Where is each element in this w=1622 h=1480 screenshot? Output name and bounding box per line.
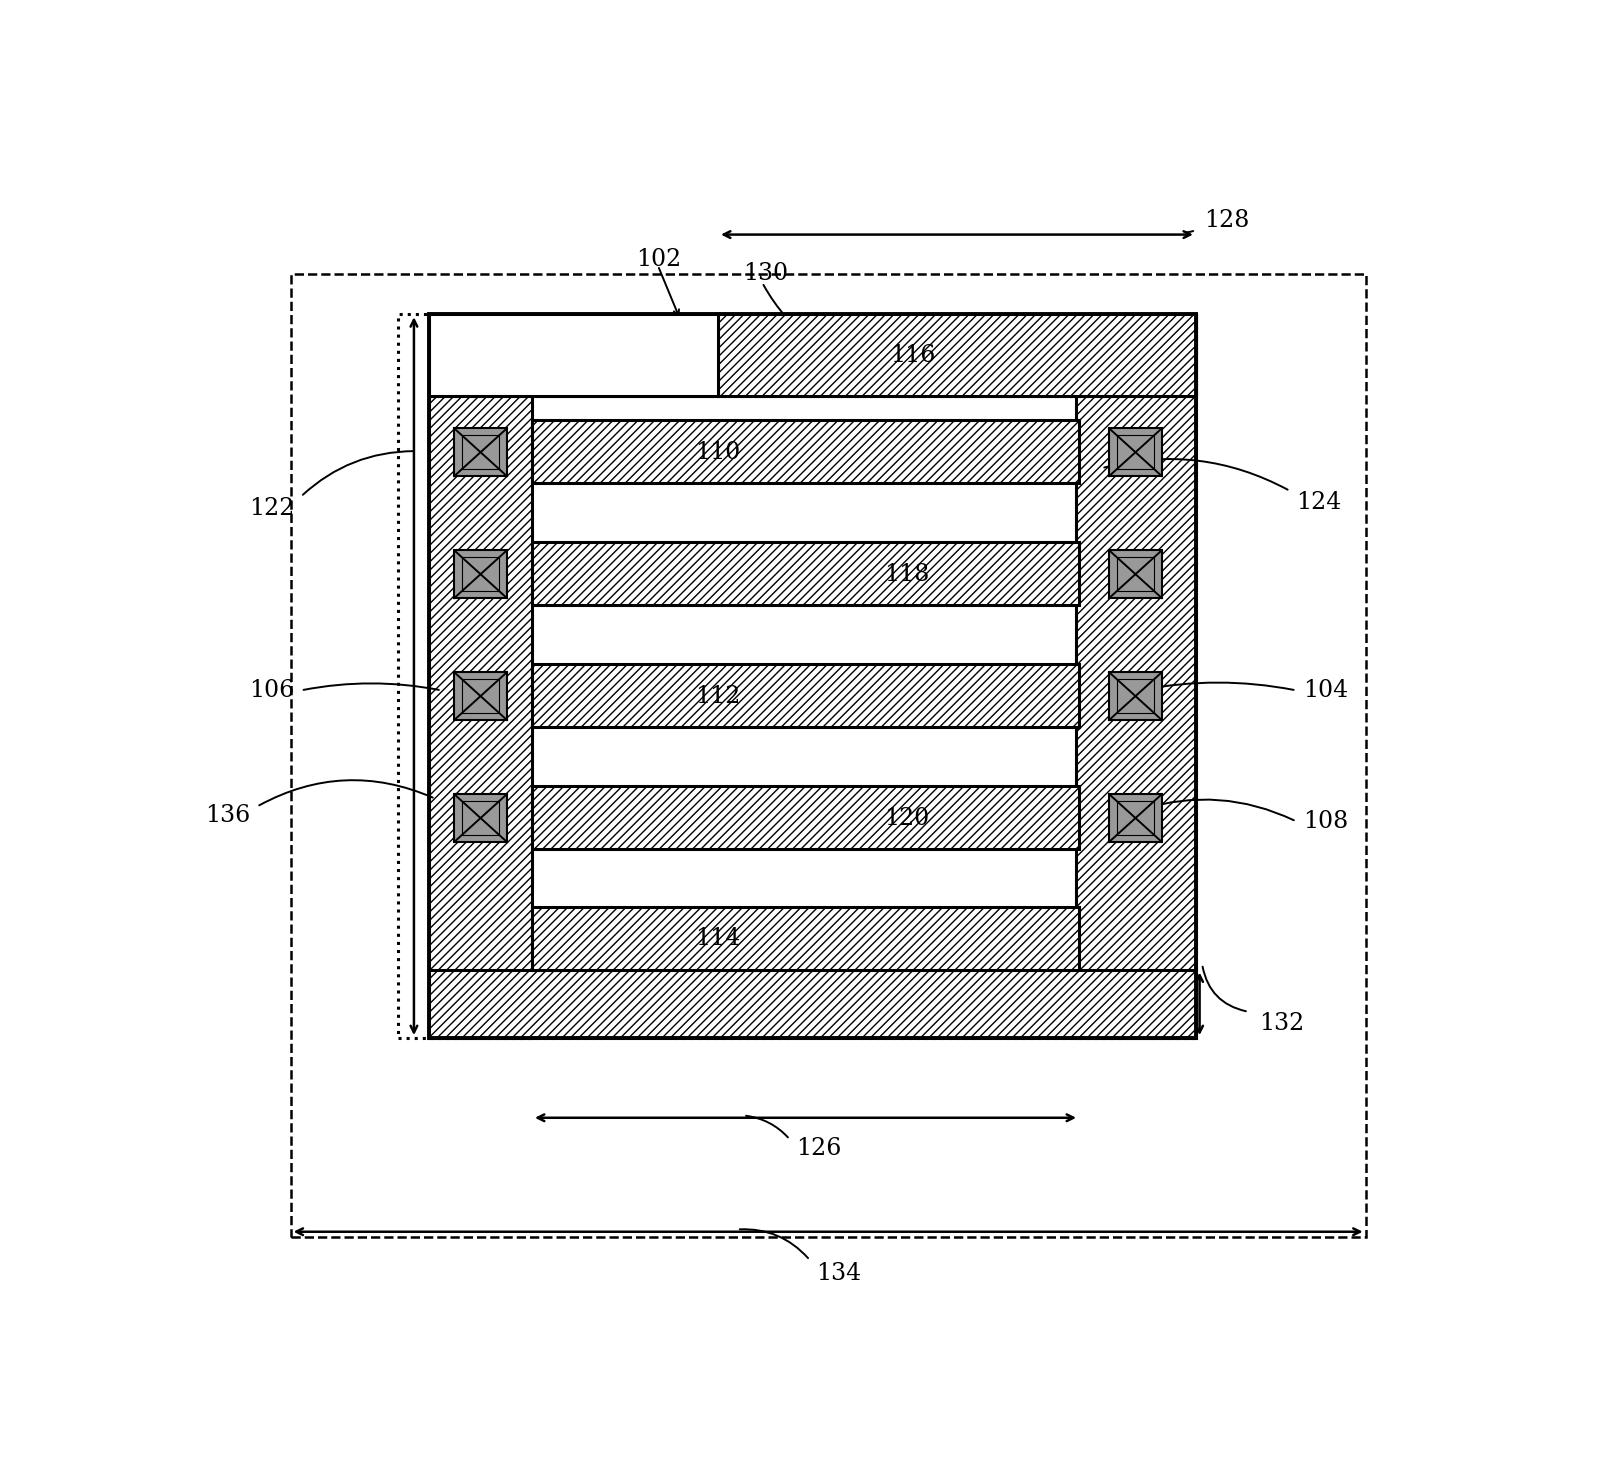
Bar — [290, 274, 1366, 1237]
Bar — [397, 314, 1195, 1037]
Text: 108: 108 — [1302, 810, 1348, 833]
Bar — [454, 428, 508, 477]
Text: 104: 104 — [1302, 679, 1348, 702]
Bar — [1118, 679, 1153, 713]
Text: 114: 114 — [696, 928, 741, 950]
Text: 126: 126 — [796, 1137, 842, 1160]
Bar — [1118, 435, 1153, 469]
Bar — [532, 420, 1079, 482]
Text: 102: 102 — [636, 249, 681, 271]
Bar — [428, 314, 532, 1037]
Text: 128: 128 — [1205, 209, 1251, 232]
Bar — [428, 314, 1195, 1037]
Bar — [532, 907, 1079, 969]
Bar — [1109, 795, 1161, 842]
Text: 118: 118 — [884, 562, 929, 586]
Bar — [428, 314, 1195, 397]
Bar — [1118, 558, 1153, 591]
Text: 112: 112 — [696, 685, 741, 707]
Text: 130: 130 — [743, 262, 788, 284]
Bar — [462, 801, 500, 835]
Text: 110: 110 — [696, 441, 741, 463]
Text: 120: 120 — [884, 807, 929, 830]
Bar — [532, 665, 1079, 727]
Text: 116: 116 — [890, 343, 936, 367]
Text: 122: 122 — [250, 497, 295, 519]
Bar — [462, 558, 500, 591]
Bar — [428, 314, 719, 397]
Bar — [1109, 672, 1161, 721]
Bar — [462, 435, 500, 469]
Bar — [1109, 428, 1161, 477]
Bar — [532, 542, 1079, 605]
Bar — [1118, 801, 1153, 835]
Bar — [1109, 551, 1161, 598]
Bar — [454, 551, 508, 598]
Text: 134: 134 — [816, 1262, 861, 1286]
Bar — [719, 314, 1195, 397]
Bar — [454, 672, 508, 721]
Text: 132: 132 — [1259, 1012, 1304, 1035]
Text: 136: 136 — [206, 804, 250, 827]
Bar — [428, 969, 1195, 1037]
Text: 106: 106 — [250, 679, 295, 702]
Bar — [428, 314, 719, 397]
Bar — [454, 795, 508, 842]
Bar — [532, 786, 1079, 850]
Bar — [462, 679, 500, 713]
Text: 124: 124 — [1296, 491, 1341, 514]
Bar — [1077, 314, 1195, 1037]
